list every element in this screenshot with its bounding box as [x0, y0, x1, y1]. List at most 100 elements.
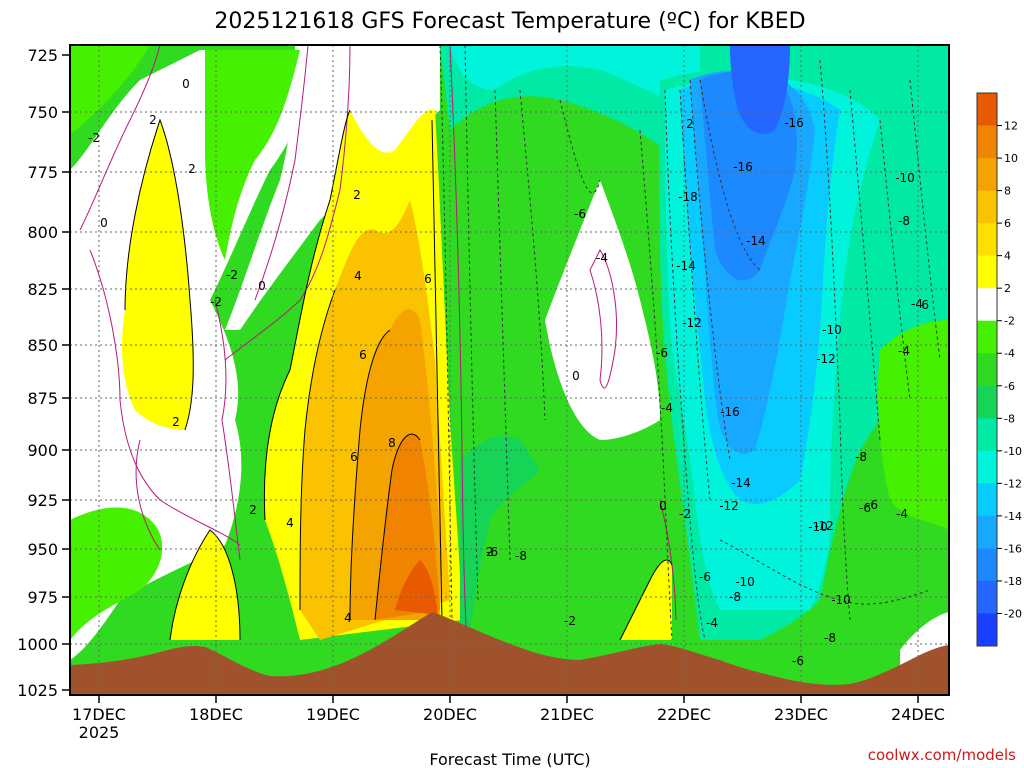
- contour-label: -10: [735, 575, 755, 589]
- contour-label: 0: [258, 279, 266, 293]
- field-region-cyan-upper: [450, 45, 700, 110]
- field-region-green-right-edge: [880, 530, 949, 640]
- colorbar-swatch: [977, 125, 997, 159]
- x-year-label: 2025: [79, 723, 120, 742]
- x-tick-label: 22DEC: [657, 705, 711, 724]
- colorbar-label: 8: [1004, 185, 1011, 198]
- contour-label: -8: [729, 590, 741, 604]
- colorbar-swatch: [977, 255, 997, 289]
- field-region-green-right-mid: [878, 320, 949, 530]
- contour-label: 0: [100, 216, 108, 230]
- field-region-yellow-left-low: [170, 530, 240, 640]
- contour-label: -16: [733, 160, 753, 174]
- y-tick-label: 725: [27, 46, 58, 65]
- contour-label: -2: [226, 268, 238, 282]
- x-axis: 17DEC 18DEC 19DEC 20DEC 21DEC 22DEC 23DEC 24DEC: [72, 695, 945, 724]
- field-region-yellow-left: [122, 120, 194, 430]
- x-tick-label: 24DEC: [891, 705, 945, 724]
- contour-label: 2: [172, 415, 180, 429]
- colorbar-label: -14: [1004, 510, 1022, 523]
- contour-label: 0: [659, 499, 667, 513]
- y-tick-label: 925: [27, 491, 58, 510]
- contour-label: -14: [731, 476, 751, 490]
- terrain: [70, 612, 949, 695]
- contour-label: -4: [596, 251, 608, 265]
- contour-label: -4: [706, 616, 718, 630]
- y-tick-label: 975: [27, 588, 58, 607]
- field-region-yellow-right-low: [620, 560, 672, 640]
- colorbar-frame: [976, 92, 998, 647]
- colorbar-swatch: [977, 418, 997, 452]
- contour-label: -6: [917, 298, 929, 312]
- colorbar-swatch: [977, 515, 997, 549]
- colorbar-swatch: [977, 93, 997, 127]
- colorbar-swatch: [977, 483, 997, 517]
- contour-label: -8: [515, 549, 527, 563]
- x-axis-label: Forecast Time (UTC): [429, 750, 590, 768]
- x-tick-label: 19DEC: [306, 705, 360, 724]
- colorbar-label: 2: [1004, 282, 1011, 295]
- colorbar-swatch: [977, 450, 997, 484]
- field-region-green-left-mid: [205, 50, 300, 260]
- contour-label: -4: [661, 401, 673, 415]
- y-tick-label: 900: [27, 441, 58, 460]
- contour-label: 6: [424, 272, 432, 286]
- contour-label: -16: [784, 116, 804, 130]
- y-tick-label: 875: [27, 389, 58, 408]
- contour-label: -10: [895, 171, 915, 185]
- x-tick-label: 18DEC: [189, 705, 243, 724]
- field-region-white-left: [70, 50, 330, 660]
- colorbar-swatch: [977, 223, 997, 257]
- x-tick-label: 23DEC: [774, 705, 828, 724]
- contour-label: 2: [353, 188, 361, 202]
- contour-label: 2: [149, 113, 157, 127]
- colorbar-swatch: [977, 320, 997, 354]
- chart-title: 2025121618 GFS Forecast Temperature (ºC)…: [214, 9, 805, 34]
- contour-label: -14: [676, 259, 696, 273]
- contour-label: -4: [911, 297, 923, 311]
- contour-label: 2: [686, 117, 694, 131]
- colorbar-label: 10: [1004, 152, 1018, 165]
- contour-label: -2: [210, 295, 222, 309]
- field-region-orange-peak: [395, 560, 438, 615]
- contour-label: -12: [682, 316, 702, 330]
- y-tick-label: 750: [27, 103, 58, 122]
- contour-label: -2: [564, 614, 576, 628]
- colorbar-label: -8: [1004, 412, 1015, 425]
- x-tick-label: 21DEC: [540, 705, 594, 724]
- contour-label: -10: [831, 593, 851, 607]
- field-region-green-right-low: [460, 436, 540, 630]
- colorbar-label: -4: [1004, 347, 1015, 360]
- plot-area: [70, 45, 949, 695]
- contour-label: 6: [359, 348, 367, 362]
- contour-label: -8: [855, 450, 867, 464]
- contour-label: 4: [354, 269, 362, 283]
- contour-label: -16: [720, 405, 740, 419]
- contour-label: -12: [814, 519, 834, 533]
- contour-label: -18: [678, 190, 698, 204]
- contour-label: 2: [486, 545, 494, 559]
- colorbar-label: -10: [1004, 445, 1022, 458]
- colorbar-swatch: [977, 548, 997, 582]
- contour-label: 2: [188, 162, 196, 176]
- contour-label: -6: [859, 501, 871, 515]
- y-axis: 725 750 775 800 825 850 875 900 925 950 975 1000 102…: [17, 46, 70, 700]
- contour-label: -2: [679, 507, 691, 521]
- contour-label: 4: [286, 516, 294, 530]
- contour-label: -8: [824, 631, 836, 645]
- contour-label: -10: [808, 520, 828, 534]
- contour-label: -12: [816, 352, 836, 366]
- colorbar-label: 4: [1004, 250, 1011, 263]
- x-tick-label: 17DEC: [72, 705, 126, 724]
- contour-label: -6: [574, 207, 586, 221]
- contour-label: -14: [746, 234, 766, 248]
- field-region-green-left-low: [70, 507, 163, 640]
- plot-frame: [69, 44, 950, 696]
- contour-label: -4: [896, 507, 908, 521]
- field-region-white-mid: [545, 180, 660, 440]
- contour-label: 2: [249, 503, 257, 517]
- colorbar-label: -2: [1004, 315, 1015, 328]
- contour-label: -6: [792, 654, 804, 668]
- y-tick-label: 950: [27, 540, 58, 559]
